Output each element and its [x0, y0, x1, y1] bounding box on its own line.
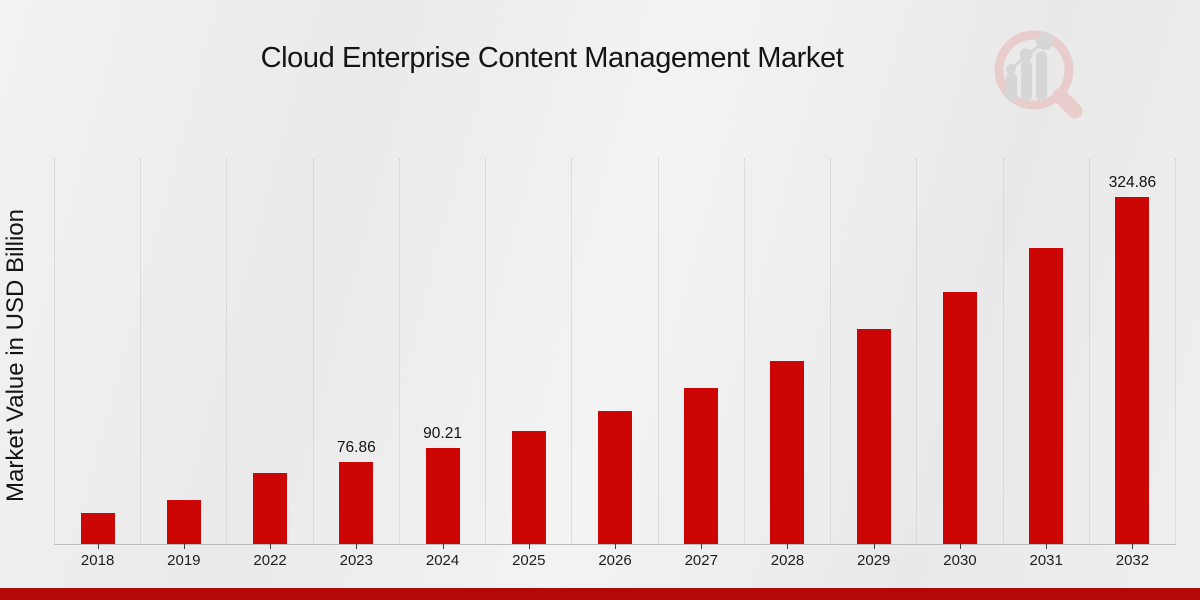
x-axis-tick — [873, 544, 875, 549]
bottom-accent-bar — [0, 588, 1200, 600]
y-axis-title: Market Value in USD Billion — [2, 208, 29, 502]
bar-2018 — [80, 513, 115, 544]
x-axis-label-2025: 2025 — [512, 552, 546, 569]
chart-column-2028: 2028 — [743, 159, 830, 569]
chart-column-2027: 2027 — [657, 159, 744, 569]
chart-column-2031: 2031 — [1002, 159, 1089, 569]
chart-column-2029: 2029 — [830, 159, 916, 569]
bar-value-label-2024: 90.21 — [423, 424, 462, 442]
x-axis-label-2022: 2022 — [253, 552, 287, 569]
x-axis-label-2029: 2029 — [857, 552, 891, 569]
x-axis-tick — [1132, 544, 1134, 549]
bar-2026 — [598, 411, 633, 544]
x-axis-tick — [701, 544, 703, 549]
x-axis-label-2024: 2024 — [425, 552, 460, 569]
plot-area: 2018 2019 2022 76.86 2023 90.21 2024 2025 2026 20… — [54, 159, 1176, 569]
x-axis-tick — [270, 544, 272, 549]
x-axis-tick — [528, 544, 530, 549]
x-axis-tick — [1046, 544, 1048, 549]
chart-column-2022: 2022 — [226, 159, 312, 569]
x-axis-tick — [97, 544, 99, 549]
x-axis-tick — [183, 544, 185, 549]
chart-column-2030: 2030 — [916, 159, 1002, 569]
x-axis-label-2026: 2026 — [598, 552, 632, 569]
bar-2027 — [684, 388, 719, 544]
bar-2019 — [166, 500, 201, 544]
bar-2032 — [1115, 196, 1150, 544]
x-axis-tick — [959, 544, 961, 549]
bar-value-label-2023: 76.86 — [336, 438, 376, 456]
x-axis-label-2018: 2018 — [80, 552, 115, 569]
bar-2029 — [856, 329, 891, 544]
x-axis-label-2019: 2019 — [167, 552, 201, 569]
x-axis-tick — [442, 544, 444, 549]
chart-column-2032: 324.86 2032 — [1088, 159, 1175, 569]
x-axis-tick — [615, 544, 617, 549]
chart-column-2025: 2025 — [485, 159, 571, 569]
chart-column-2018: 2018 — [54, 159, 140, 569]
x-axis-tick — [356, 544, 358, 549]
bar-value-label-2032: 324.86 — [1108, 173, 1157, 191]
chart-column-2023: 76.86 2023 — [312, 159, 399, 569]
bar-2030 — [942, 291, 977, 544]
x-axis-label-2023: 2023 — [339, 552, 373, 569]
x-axis-tick — [787, 544, 789, 549]
bar-2028 — [770, 360, 805, 544]
bar-2025 — [511, 430, 546, 544]
chart-column-2024: 90.21 2024 — [398, 159, 485, 569]
bar-2023 — [339, 461, 374, 544]
bar-2031 — [1029, 248, 1064, 544]
x-axis-label-2027: 2027 — [684, 552, 718, 569]
chart-title: Cloud Enterprise Content Management Mark… — [260, 42, 844, 74]
bar-2022 — [253, 473, 288, 544]
x-axis-label-2032: 2032 — [1115, 552, 1150, 569]
x-axis-label-2028: 2028 — [770, 552, 805, 569]
chart-column-2019: 2019 — [140, 159, 226, 569]
x-axis-label-2030: 2030 — [943, 552, 977, 569]
magnifier-bar-chart-logo-icon — [994, 30, 1083, 119]
chart-column-2026: 2026 — [571, 159, 657, 569]
x-axis-label-2031: 2031 — [1029, 552, 1063, 569]
bar-2024 — [425, 447, 460, 544]
